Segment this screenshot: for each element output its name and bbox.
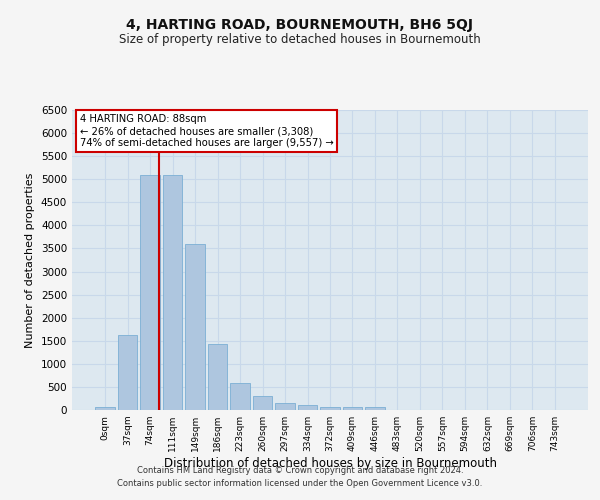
- Bar: [275, 403, 295, 410]
- Bar: [253, 396, 272, 410]
- X-axis label: Distribution of detached houses by size in Bournemouth: Distribution of detached houses by size …: [163, 457, 497, 470]
- Text: 4, HARTING ROAD, BOURNEMOUTH, BH6 5QJ: 4, HARTING ROAD, BOURNEMOUTH, BH6 5QJ: [127, 18, 473, 32]
- Bar: [343, 408, 362, 410]
- Bar: [163, 175, 182, 410]
- Bar: [140, 175, 160, 410]
- Bar: [208, 344, 227, 410]
- Text: Size of property relative to detached houses in Bournemouth: Size of property relative to detached ho…: [119, 32, 481, 46]
- Bar: [320, 407, 340, 410]
- Bar: [230, 382, 250, 410]
- Bar: [118, 335, 137, 410]
- Y-axis label: Number of detached properties: Number of detached properties: [25, 172, 35, 348]
- Text: 4 HARTING ROAD: 88sqm
← 26% of detached houses are smaller (3,308)
74% of semi-d: 4 HARTING ROAD: 88sqm ← 26% of detached …: [80, 114, 334, 148]
- Bar: [365, 406, 385, 410]
- Bar: [298, 406, 317, 410]
- Bar: [185, 244, 205, 410]
- Bar: [95, 406, 115, 410]
- Text: Contains HM Land Registry data © Crown copyright and database right 2024.
Contai: Contains HM Land Registry data © Crown c…: [118, 466, 482, 487]
